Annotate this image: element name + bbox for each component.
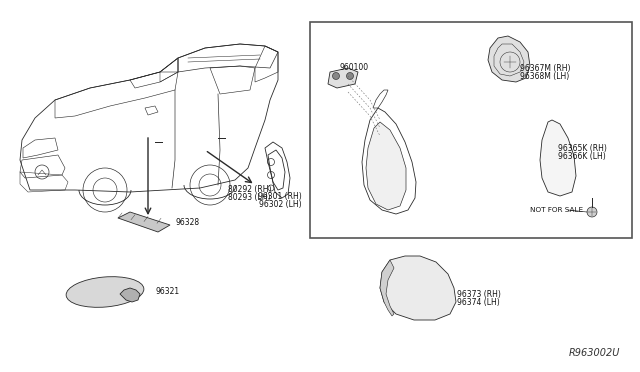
Polygon shape [328,68,358,88]
Polygon shape [540,120,576,196]
Polygon shape [366,122,406,210]
Text: 96373 (RH): 96373 (RH) [457,289,501,298]
Text: 96368M (LH): 96368M (LH) [520,71,569,80]
Text: 96301 (RH): 96301 (RH) [259,192,302,201]
Text: 960100: 960100 [340,62,369,71]
Polygon shape [380,260,394,316]
Text: 96328: 96328 [175,218,199,227]
Polygon shape [118,212,170,232]
Bar [310,22,632,238]
Text: 96366K (LH): 96366K (LH) [558,151,605,160]
Circle shape [333,73,339,80]
Polygon shape [380,256,456,320]
Polygon shape [488,36,530,82]
Text: NOT FOR SALE: NOT FOR SALE [530,207,583,213]
Text: 80293 (LH): 80293 (LH) [228,192,271,202]
Ellipse shape [66,277,144,307]
Text: R963002U: R963002U [568,348,620,358]
Text: 96365K (RH): 96365K (RH) [558,144,607,153]
Text: 96302 (LH): 96302 (LH) [259,199,302,208]
Text: 96367M (RH): 96367M (RH) [520,64,570,73]
Text: 80292 (RH): 80292 (RH) [228,185,271,193]
Polygon shape [120,288,140,302]
Circle shape [346,73,353,80]
Text: 96321: 96321 [155,288,179,296]
Text: 96374 (LH): 96374 (LH) [457,298,500,307]
Circle shape [587,207,597,217]
